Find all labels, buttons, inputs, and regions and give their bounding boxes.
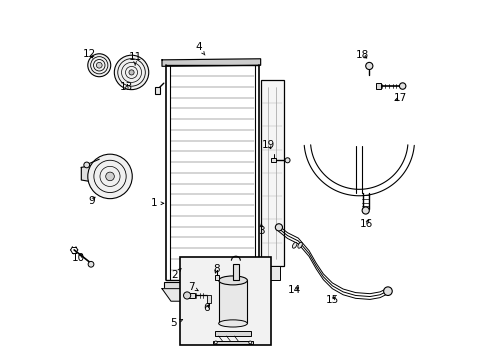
Ellipse shape	[297, 242, 302, 248]
Bar	[163, 282, 260, 289]
Bar	[376, 83, 380, 89]
Text: 4: 4	[195, 42, 204, 55]
Text: 14: 14	[287, 285, 300, 296]
Text: 7: 7	[188, 282, 198, 292]
Ellipse shape	[218, 276, 247, 285]
Bar	[215, 275, 219, 280]
Text: 9: 9	[88, 196, 95, 206]
Text: 2: 2	[171, 269, 181, 280]
Circle shape	[285, 158, 289, 163]
Polygon shape	[162, 289, 269, 301]
Bar	[260, 80, 284, 266]
Text: 6: 6	[203, 303, 209, 314]
Bar	[218, 280, 247, 323]
Polygon shape	[162, 59, 260, 66]
Circle shape	[383, 287, 391, 296]
Ellipse shape	[292, 242, 296, 248]
Text: 16: 16	[359, 219, 372, 229]
Bar	[270, 158, 276, 162]
Text: 19: 19	[262, 140, 275, 150]
Text: 13: 13	[120, 82, 133, 93]
Circle shape	[105, 172, 114, 181]
Text: 18: 18	[355, 50, 368, 60]
Bar	[232, 264, 239, 280]
Text: 8: 8	[213, 264, 220, 274]
Bar	[155, 87, 160, 94]
Bar	[180, 257, 271, 345]
Ellipse shape	[218, 320, 247, 327]
Text: 11: 11	[128, 52, 142, 65]
Text: 10: 10	[72, 253, 85, 263]
Circle shape	[275, 224, 282, 231]
Text: 5: 5	[170, 319, 183, 328]
Circle shape	[365, 62, 372, 69]
Circle shape	[129, 70, 134, 75]
Bar	[213, 341, 252, 344]
Circle shape	[88, 154, 132, 199]
Text: 17: 17	[393, 93, 407, 103]
Circle shape	[88, 54, 110, 77]
Circle shape	[183, 292, 190, 299]
Text: 1: 1	[150, 198, 163, 208]
Circle shape	[83, 162, 89, 168]
Circle shape	[248, 341, 251, 344]
Bar	[264, 266, 280, 280]
Circle shape	[399, 83, 405, 89]
Circle shape	[88, 261, 94, 267]
Circle shape	[114, 55, 148, 90]
Circle shape	[362, 207, 368, 214]
Polygon shape	[81, 163, 115, 184]
Bar	[187, 293, 195, 298]
Text: 3: 3	[258, 223, 264, 236]
Circle shape	[214, 341, 217, 344]
Circle shape	[96, 62, 102, 68]
Bar	[215, 330, 250, 336]
Text: 15: 15	[325, 295, 338, 305]
Text: 12: 12	[83, 49, 96, 59]
Bar	[206, 296, 211, 303]
